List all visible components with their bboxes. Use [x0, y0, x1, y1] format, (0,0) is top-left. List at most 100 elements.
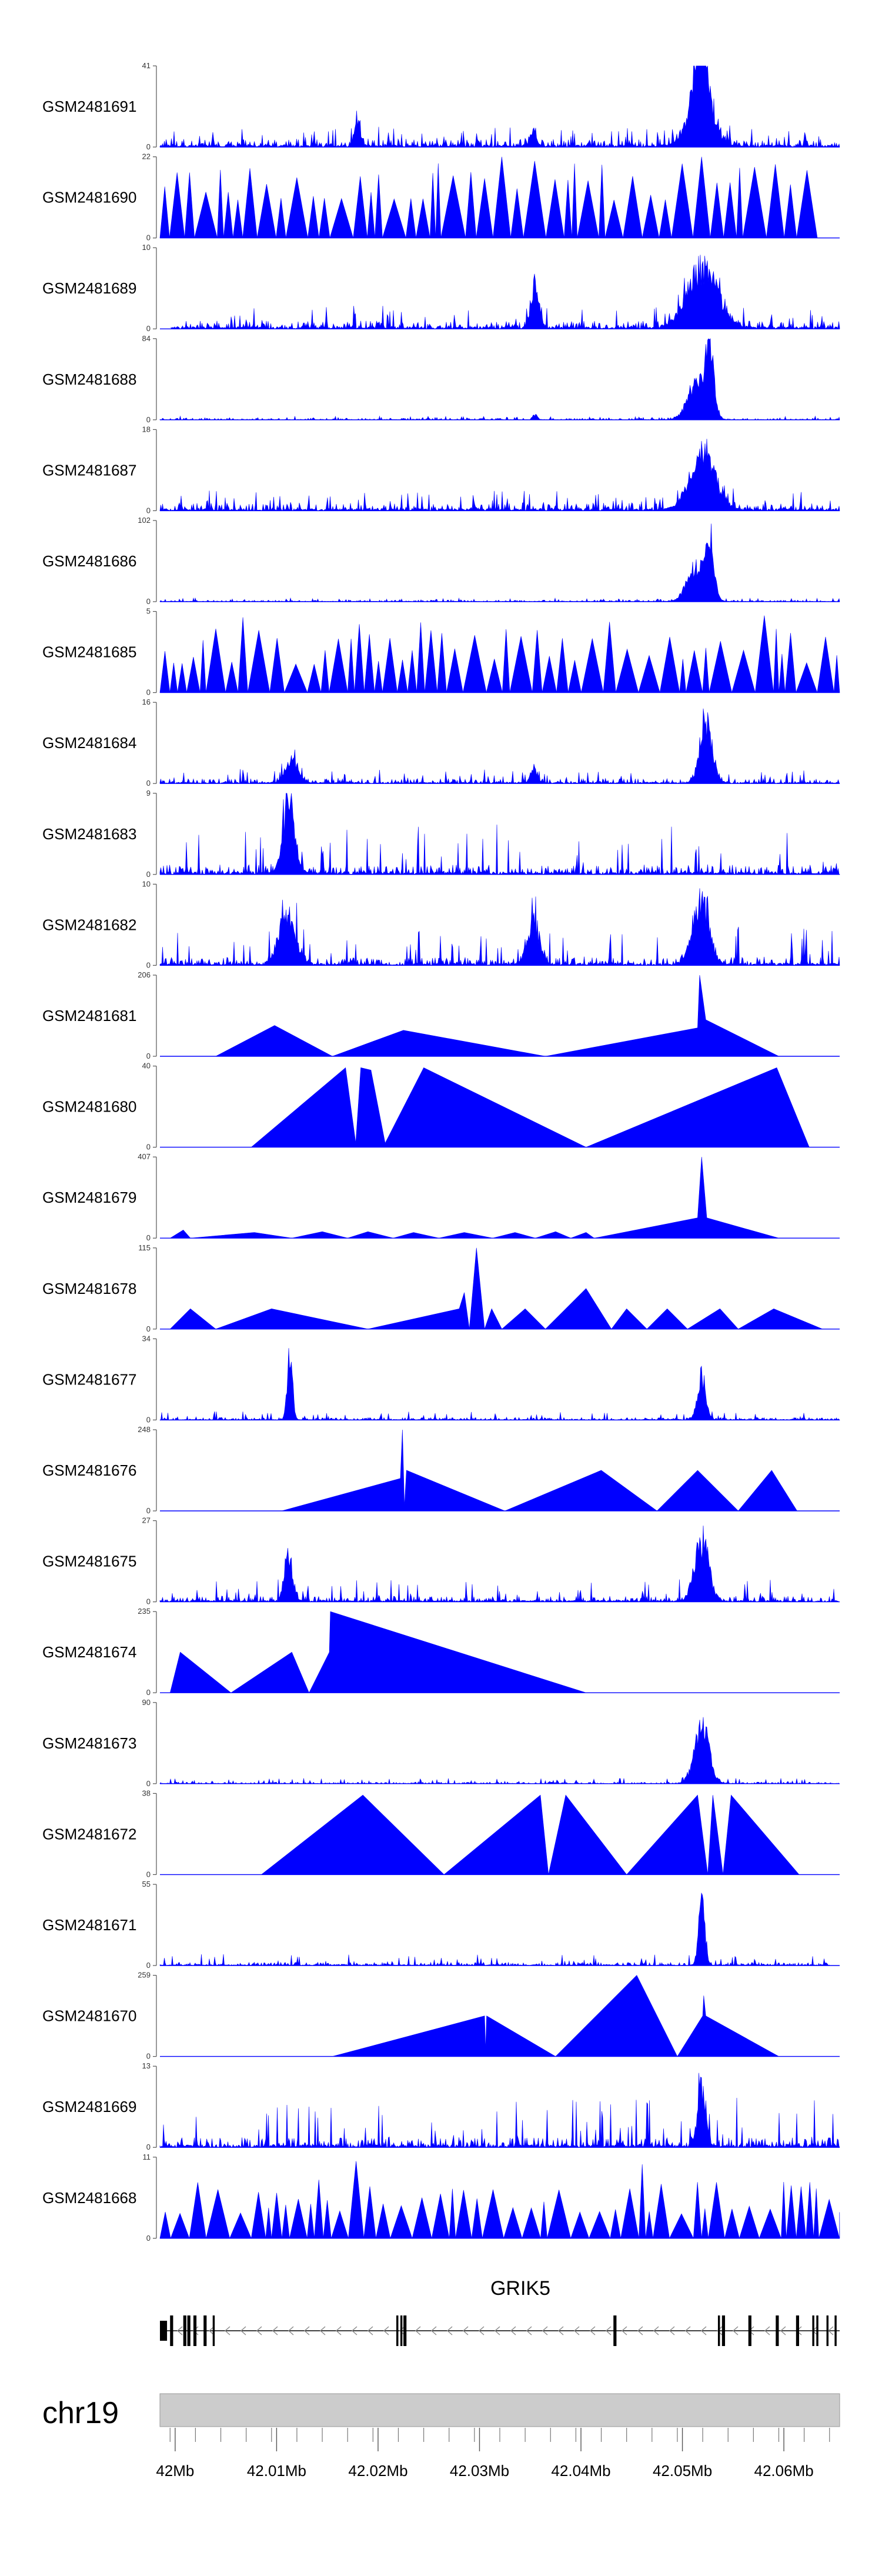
track-label: GSM2481678	[42, 1280, 136, 1297]
coverage-area	[159, 1717, 840, 1784]
y-tick-label-max: 259	[138, 1971, 151, 1980]
y-tick-label-max: 90	[142, 1698, 151, 1707]
track-label: GSM2481673	[42, 1734, 136, 1752]
gene-exon	[193, 2315, 197, 2346]
coverage-area	[159, 2161, 840, 2239]
track-GSM2481672: GSM2481672 38 0	[42, 1788, 840, 1878]
coverage-area	[171, 255, 840, 330]
strand-arrow	[716, 2326, 723, 2335]
y-tick-label-max: 34	[142, 1334, 151, 1343]
strand-arrow	[399, 2326, 405, 2335]
y-tick-label-min: 0	[146, 142, 151, 151]
strand-arrow	[557, 2326, 564, 2335]
x-tick-label: 42.06Mb	[754, 2462, 814, 2480]
coverage-area	[159, 888, 840, 966]
y-tick-label-max: 41	[142, 61, 151, 70]
gene-exon	[812, 2315, 814, 2346]
coverage-area	[159, 1525, 840, 1603]
y-tick-label-max: 84	[142, 334, 151, 343]
strand-arrow	[526, 2326, 532, 2335]
y-tick-label-min: 0	[146, 1688, 151, 1697]
y-tick-label-min: 0	[146, 506, 151, 515]
y-tick-label-min: 0	[146, 233, 151, 242]
strand-arrow	[256, 2326, 262, 2335]
x-tick-label: 42.05Mb	[653, 2462, 712, 2480]
coverage-area	[332, 1975, 780, 2057]
strand-arrow	[637, 2326, 643, 2335]
strand-arrow	[605, 2326, 612, 2335]
gene-exon	[396, 2315, 399, 2346]
y-tick-label-max: 235	[138, 1607, 151, 1616]
strand-arrow	[383, 2326, 389, 2335]
coverage-area	[159, 793, 841, 875]
y-tick-label-min: 0	[146, 779, 151, 788]
track-label: GSM2481670	[42, 2007, 136, 2025]
track-label: GSM2481688	[42, 371, 136, 388]
y-tick-label-max: 55	[142, 1880, 151, 1888]
track-GSM2481682: GSM2481682 10 0	[42, 879, 840, 969]
track-label: GSM2481675	[42, 1553, 136, 1570]
x-tick-label: 42.04Mb	[551, 2462, 610, 2480]
gene-exon	[834, 2315, 837, 2346]
chromosome-label: chr19	[42, 2396, 119, 2430]
track-label: GSM2481672	[42, 1825, 136, 1843]
strand-arrow	[684, 2326, 691, 2335]
track-label: GSM2481689	[42, 279, 136, 297]
strand-arrow	[415, 2326, 421, 2335]
track-label: GSM2481685	[42, 643, 136, 661]
track-GSM2481678: GSM2481678 115 0	[42, 1243, 840, 1333]
y-tick-label-max: 248	[138, 1425, 151, 1434]
gene-exon	[203, 2315, 207, 2346]
coverage-area	[159, 65, 840, 148]
coverage-area	[250, 1067, 810, 1147]
y-tick-label-max: 5	[146, 607, 151, 616]
y-tick-label-max: 407	[138, 1152, 151, 1161]
y-tick-label-max: 102	[138, 516, 151, 525]
x-tick-label: 42.03Mb	[450, 2462, 509, 2480]
track-label: GSM2481677	[42, 1370, 136, 1388]
chromosome-bar	[159, 2393, 840, 2427]
y-tick-label-min: 0	[146, 1415, 151, 1424]
strand-arrow	[621, 2326, 627, 2335]
gene-exon	[717, 2315, 720, 2346]
track-GSM2481674: GSM2481674 235 0	[42, 1607, 840, 1697]
strand-arrow	[462, 2326, 469, 2335]
strand-arrow	[494, 2326, 500, 2335]
strand-arrow	[272, 2326, 278, 2335]
track-GSM2481688: GSM2481688 84 0	[42, 334, 840, 424]
coverage-area	[159, 708, 840, 785]
y-tick-label-min: 0	[146, 960, 151, 969]
track-label: GSM2481676	[42, 1461, 136, 1479]
track-label: GSM2481684	[42, 734, 136, 752]
x-tick-label: 42.02Mb	[348, 2462, 407, 2480]
track-GSM2481689: GSM2481689 10 0	[42, 243, 840, 333]
x-tick-label: 42Mb	[156, 2462, 194, 2480]
track-GSM2481681: GSM2481681 206 0	[42, 970, 840, 1060]
coverage-area	[159, 1348, 840, 1421]
track-label: GSM2481686	[42, 552, 136, 570]
y-tick-label-min: 0	[146, 1870, 151, 1878]
track-GSM2481677: GSM2481677 34 0	[42, 1334, 840, 1424]
track-GSM2481675: GSM2481675 27 0	[42, 1516, 840, 1606]
y-tick-label-min: 0	[146, 1597, 151, 1606]
strand-arrow	[573, 2326, 580, 2335]
strand-arrow	[446, 2326, 453, 2335]
gene-exon	[613, 2315, 617, 2346]
track-GSM2481679: GSM2481679 407 0	[42, 1152, 840, 1242]
coverage-area	[159, 1892, 830, 1966]
y-tick-label-max: 16	[142, 698, 151, 706]
gene-exon	[160, 2321, 168, 2341]
track-label: GSM2481681	[42, 1007, 136, 1025]
y-tick-label-min: 0	[146, 1052, 151, 1060]
y-tick-label-max: 10	[142, 243, 151, 252]
coverage-area	[169, 1157, 779, 1239]
y-tick-label-max: 38	[142, 1788, 151, 1797]
coverage-area	[159, 2073, 840, 2148]
y-tick-label-min: 0	[146, 1143, 151, 1152]
y-tick-label-max: 40	[142, 1062, 151, 1070]
track-label: GSM2481671	[42, 1916, 136, 1934]
y-tick-label-min: 0	[146, 688, 151, 697]
strand-arrow	[208, 2326, 215, 2335]
strand-arrow	[319, 2326, 326, 2335]
track-label: GSM2481682	[42, 916, 136, 933]
